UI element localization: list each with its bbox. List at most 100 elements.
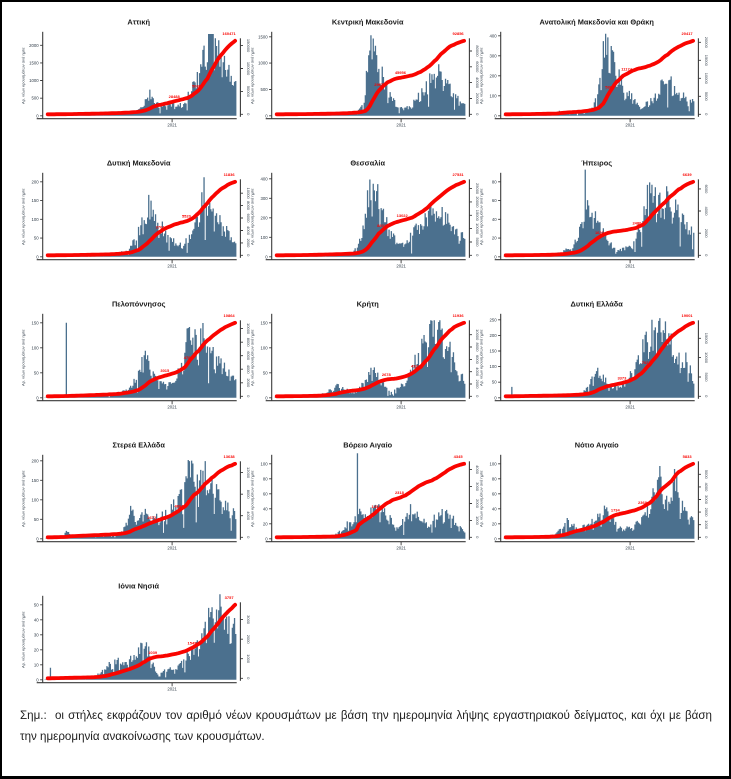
svg-text:10000: 10000 bbox=[246, 323, 251, 335]
svg-text:100: 100 bbox=[32, 497, 40, 502]
svg-text:Αρ. νέων κρουσμάτων ανά ημ/α: Αρ. νέων κρουσμάτων ανά ημ/α bbox=[21, 47, 26, 104]
svg-text:0: 0 bbox=[36, 677, 39, 682]
svg-text:0: 0 bbox=[704, 113, 709, 116]
svg-text:2000: 2000 bbox=[475, 380, 480, 390]
svg-text:11174: 11174 bbox=[621, 67, 632, 72]
svg-text:2678: 2678 bbox=[382, 372, 392, 377]
svg-text:200: 200 bbox=[490, 333, 498, 338]
svg-text:2021: 2021 bbox=[625, 123, 635, 128]
svg-text:100: 100 bbox=[490, 364, 498, 369]
svg-text:1000: 1000 bbox=[246, 654, 251, 664]
svg-text:11836: 11836 bbox=[224, 172, 236, 177]
svg-text:100: 100 bbox=[490, 461, 498, 466]
svg-text:50: 50 bbox=[263, 370, 268, 375]
svg-text:150: 150 bbox=[32, 198, 40, 203]
svg-text:15000: 15000 bbox=[475, 210, 480, 222]
svg-text:0: 0 bbox=[494, 536, 497, 541]
svg-text:5000: 5000 bbox=[704, 470, 709, 480]
svg-text:Θεσσαλία: Θεσσαλία bbox=[350, 158, 385, 167]
svg-text:400: 400 bbox=[261, 176, 269, 181]
svg-text:Αρ. νέων κρουσμάτων ανά ημ/α: Αρ. νέων κρουσμάτων ανά ημ/α bbox=[479, 188, 484, 245]
svg-text:0: 0 bbox=[36, 395, 39, 400]
svg-text:100: 100 bbox=[32, 217, 40, 222]
svg-text:0: 0 bbox=[475, 113, 480, 116]
svg-text:10000: 10000 bbox=[704, 73, 709, 85]
svg-text:60: 60 bbox=[492, 491, 497, 496]
svg-text:1734: 1734 bbox=[611, 508, 621, 513]
svg-text:200: 200 bbox=[490, 73, 498, 78]
svg-text:2021: 2021 bbox=[396, 264, 406, 269]
svg-text:100: 100 bbox=[261, 235, 269, 240]
svg-text:2021: 2021 bbox=[167, 687, 177, 692]
svg-text:3761: 3761 bbox=[156, 224, 166, 229]
svg-text:0: 0 bbox=[246, 395, 251, 398]
svg-text:1000: 1000 bbox=[29, 78, 39, 83]
svg-text:1000: 1000 bbox=[704, 520, 709, 530]
svg-text:40: 40 bbox=[492, 217, 497, 222]
svg-text:1549: 1549 bbox=[188, 641, 198, 646]
svg-text:2000: 2000 bbox=[475, 499, 480, 509]
svg-text:5000: 5000 bbox=[704, 92, 709, 102]
svg-text:10864: 10864 bbox=[224, 313, 236, 318]
svg-text:50: 50 bbox=[34, 602, 39, 607]
svg-text:20: 20 bbox=[492, 521, 497, 526]
svg-text:2021: 2021 bbox=[396, 546, 406, 551]
svg-text:150: 150 bbox=[32, 320, 40, 325]
svg-text:28488: 28488 bbox=[169, 94, 181, 99]
svg-text:40: 40 bbox=[263, 506, 268, 511]
svg-text:Πελοπόννησος: Πελοπόννησος bbox=[112, 299, 166, 308]
svg-text:19001: 19001 bbox=[682, 313, 694, 318]
svg-text:20417: 20417 bbox=[682, 31, 694, 36]
svg-text:200: 200 bbox=[32, 458, 40, 463]
svg-text:11936: 11936 bbox=[453, 313, 465, 318]
svg-text:20000: 20000 bbox=[475, 93, 480, 105]
svg-text:80: 80 bbox=[263, 476, 268, 481]
svg-text:0: 0 bbox=[704, 536, 709, 539]
svg-text:0: 0 bbox=[475, 395, 480, 398]
svg-text:100000: 100000 bbox=[246, 62, 251, 76]
svg-text:6639: 6639 bbox=[683, 172, 693, 177]
svg-text:13022: 13022 bbox=[397, 213, 409, 218]
svg-text:2000: 2000 bbox=[29, 43, 39, 48]
svg-text:200: 200 bbox=[32, 179, 40, 184]
svg-text:100: 100 bbox=[261, 461, 269, 466]
svg-text:Αρ. νέων κρουσμάτων ανά ημ/α: Αρ. νέων κρουσμάτων ανά ημ/α bbox=[250, 188, 255, 245]
svg-text:27531: 27531 bbox=[453, 172, 465, 177]
svg-text:0: 0 bbox=[265, 536, 268, 541]
svg-text:Αρ. νέων κρουσμάτων ανά ημ/α: Αρ. νέων κρουσμάτων ανά ημ/α bbox=[21, 611, 26, 668]
svg-text:Δυτική Ελλάδα: Δυτική Ελλάδα bbox=[571, 299, 624, 308]
svg-text:2021: 2021 bbox=[625, 405, 635, 410]
svg-text:20: 20 bbox=[492, 236, 497, 241]
svg-text:2318: 2318 bbox=[395, 490, 405, 495]
svg-text:8000: 8000 bbox=[475, 343, 480, 353]
svg-text:50889: 50889 bbox=[192, 84, 204, 89]
svg-text:150: 150 bbox=[32, 478, 40, 483]
svg-text:Αρ. νέων κρουσμάτων ανά ημ/α: Αρ. νέων κρουσμάτων ανά ημ/α bbox=[479, 329, 484, 386]
svg-text:40: 40 bbox=[34, 617, 39, 622]
svg-text:4000: 4000 bbox=[246, 365, 251, 375]
svg-text:8000: 8000 bbox=[246, 338, 251, 348]
svg-text:6000: 6000 bbox=[246, 351, 251, 361]
svg-text:30: 30 bbox=[34, 632, 39, 637]
svg-text:Αρ. νέων κρουσμάτων ανά ημ/α: Αρ. νέων κρουσμάτων ανά ημ/α bbox=[250, 470, 255, 527]
svg-text:0: 0 bbox=[704, 395, 709, 398]
svg-text:0: 0 bbox=[36, 113, 39, 118]
svg-text:250: 250 bbox=[490, 317, 498, 322]
svg-text:Αρ. νέων κρουσμάτων ανά ημ/α: Αρ. νέων κρουσμάτων ανά ημ/α bbox=[250, 47, 255, 104]
svg-text:29675: 29675 bbox=[374, 82, 386, 87]
svg-text:2000: 2000 bbox=[246, 238, 251, 248]
svg-text:4000: 4000 bbox=[475, 465, 480, 475]
svg-text:25000: 25000 bbox=[475, 183, 480, 195]
svg-text:2480: 2480 bbox=[632, 220, 642, 225]
svg-text:10000: 10000 bbox=[475, 223, 480, 235]
svg-text:2021: 2021 bbox=[396, 405, 406, 410]
svg-text:40: 40 bbox=[492, 506, 497, 511]
svg-text:Αρ. νέων κρουσμάτων ανά ημ/α: Αρ. νέων κρουσμάτων ανά ημ/α bbox=[479, 470, 484, 527]
svg-text:Ήπειρος: Ήπειρος bbox=[581, 158, 612, 167]
svg-text:3373: 3373 bbox=[617, 376, 627, 381]
svg-text:2000: 2000 bbox=[704, 508, 709, 518]
svg-text:Αρ. νέων κρουσμάτων ανά ημ/α: Αρ. νέων κρουσμάτων ανά ημ/α bbox=[250, 329, 255, 386]
svg-text:0: 0 bbox=[246, 113, 251, 116]
svg-text:8801: 8801 bbox=[377, 223, 387, 228]
svg-text:Αρ. νέων κρουσμάτων ανά ημ/α: Αρ. νέων κρουσμάτων ανά ημ/α bbox=[21, 470, 26, 527]
